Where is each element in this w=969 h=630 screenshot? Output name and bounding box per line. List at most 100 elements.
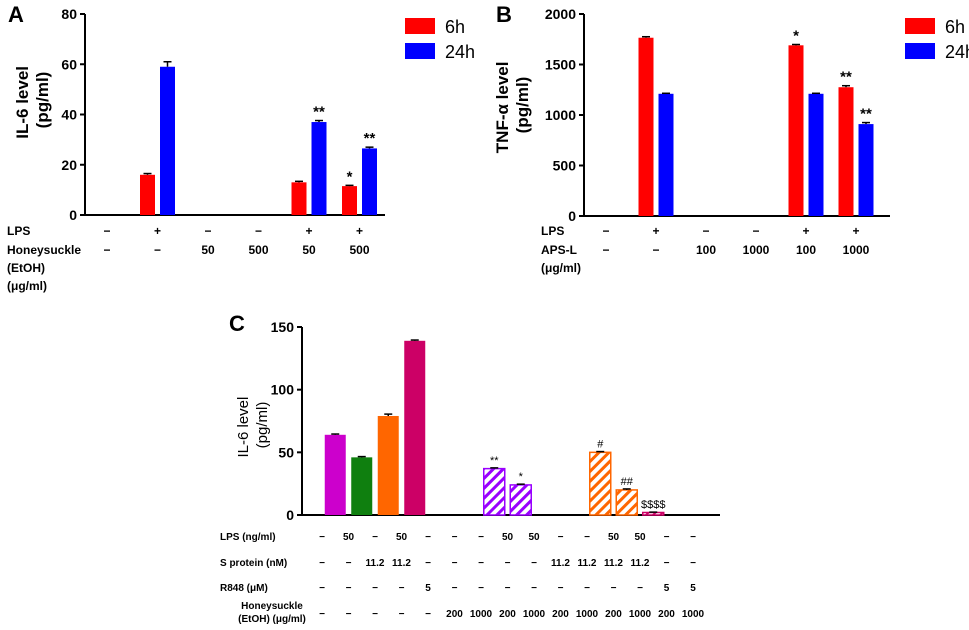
- condition-cell: 500: [248, 243, 268, 257]
- condition-cell: −: [103, 224, 110, 238]
- condition-row-label: APS-L: [541, 243, 577, 257]
- condition-cell: 1000: [743, 243, 770, 257]
- significance-marker: #: [597, 439, 604, 451]
- condition-cell: 200: [552, 609, 569, 620]
- panel-b-letter: B: [496, 2, 512, 27]
- condition-cell: 500: [349, 243, 369, 257]
- condition-cell: 50: [634, 532, 646, 543]
- significance-marker: **: [860, 106, 872, 123]
- condition-cell: −: [346, 558, 352, 569]
- condition-cell: −: [505, 558, 511, 569]
- bar-6h-5: [838, 87, 854, 216]
- bar-6h-1: [638, 37, 654, 216]
- condition-cell: −: [425, 609, 431, 620]
- condition-cell: 50: [302, 243, 316, 257]
- condition-cell: 50: [608, 532, 620, 543]
- condition-cell: −: [652, 243, 659, 257]
- condition-cell: −: [690, 558, 696, 569]
- condition-cell: 50: [528, 532, 540, 543]
- condition-cell: −: [611, 583, 617, 594]
- bar-c-11: [615, 489, 638, 516]
- significance-marker: **: [840, 69, 852, 86]
- significance-marker: **: [313, 104, 325, 121]
- y-tick-label: 60: [61, 56, 77, 72]
- bar-c-10: [589, 451, 612, 516]
- condition-cell: 5: [425, 583, 431, 594]
- condition-cell: −: [154, 243, 161, 257]
- significance-marker: *: [793, 28, 799, 45]
- y-tick-label: 0: [69, 207, 77, 223]
- condition-row-label: LPS (ng/ml): [220, 532, 276, 543]
- condition-cell: −: [584, 583, 590, 594]
- condition-cell: −: [346, 609, 352, 620]
- condition-cell: −: [425, 558, 431, 569]
- legend-swatch-6h: [905, 18, 935, 34]
- condition-cell: 1000: [682, 609, 705, 620]
- condition-row-label: (EtOH): [7, 261, 45, 275]
- significance-marker: *: [519, 471, 524, 483]
- condition-cell: −: [319, 609, 325, 620]
- condition-cell: 200: [499, 609, 516, 620]
- condition-cell: −: [664, 532, 670, 543]
- condition-cell: 11.2: [551, 558, 570, 569]
- significance-marker: **: [490, 455, 499, 467]
- condition-cell: −: [531, 558, 537, 569]
- legend-swatch-6h: [405, 18, 435, 34]
- y-tick-label: 80: [61, 6, 77, 22]
- panel-a-y-axis-label: IL-6 level (pg/ml): [13, 61, 52, 139]
- y-tick-label: 0: [568, 208, 576, 224]
- condition-row-label: LPS: [541, 224, 564, 238]
- condition-cell: 100: [696, 243, 716, 257]
- condition-cell: −: [637, 583, 643, 594]
- bar-6h-5: [342, 186, 357, 215]
- bar-c-3: [404, 340, 426, 515]
- condition-cell: 200: [605, 609, 622, 620]
- condition-cell: −: [558, 532, 564, 543]
- condition-row-label: (μg/ml): [7, 279, 47, 293]
- legend-swatch-24h: [405, 43, 435, 59]
- bar-24h-4: [808, 93, 824, 216]
- legend-label: 6h: [945, 17, 965, 37]
- condition-cell: −: [752, 224, 759, 238]
- y-tick-label: 0: [286, 507, 294, 523]
- condition-cell: −: [399, 583, 405, 594]
- condition-cell: −: [602, 224, 609, 238]
- condition-cell: 11.2: [392, 558, 411, 569]
- condition-cell: 11.2: [604, 558, 623, 569]
- condition-cell: 50: [343, 532, 355, 543]
- condition-cell: 11.2: [631, 558, 650, 569]
- condition-cell: −: [346, 583, 352, 594]
- bar-c-12: [642, 511, 665, 516]
- condition-row-label: S protein (nM): [220, 558, 287, 569]
- panel-c-letter: C: [229, 311, 245, 336]
- legend-label: 24h: [945, 42, 969, 62]
- y-tick-label: 50: [278, 444, 294, 460]
- condition-cell: 5: [664, 583, 670, 594]
- significance-marker: **: [364, 130, 376, 147]
- bar-24h-5: [362, 148, 377, 215]
- condition-cell: 1000: [629, 609, 652, 620]
- condition-cell: −: [103, 243, 110, 257]
- condition-cell: −: [399, 609, 405, 620]
- condition-cell: −: [372, 609, 378, 620]
- condition-cell: −: [452, 532, 458, 543]
- bar-c-7: [509, 484, 532, 516]
- legend-swatch-24h: [905, 43, 935, 59]
- condition-row-label: (EtOH) (μg/ml): [238, 614, 306, 625]
- y-tick-label: 150: [271, 319, 295, 335]
- y-tick-label: 1000: [545, 107, 576, 123]
- condition-cell: −: [702, 224, 709, 238]
- legend-label: 6h: [445, 17, 465, 37]
- condition-row-label: R848 (μM): [220, 583, 268, 594]
- bar-6h-1: [140, 174, 155, 215]
- condition-cell: −: [452, 558, 458, 569]
- bar-24h-5: [858, 124, 874, 216]
- condition-cell: −: [602, 243, 609, 257]
- bar-c-6: [483, 467, 506, 516]
- y-tick-label: 20: [61, 157, 77, 173]
- condition-cell: −: [478, 558, 484, 569]
- condition-cell: 11.2: [578, 558, 597, 569]
- condition-cell: −: [505, 583, 511, 594]
